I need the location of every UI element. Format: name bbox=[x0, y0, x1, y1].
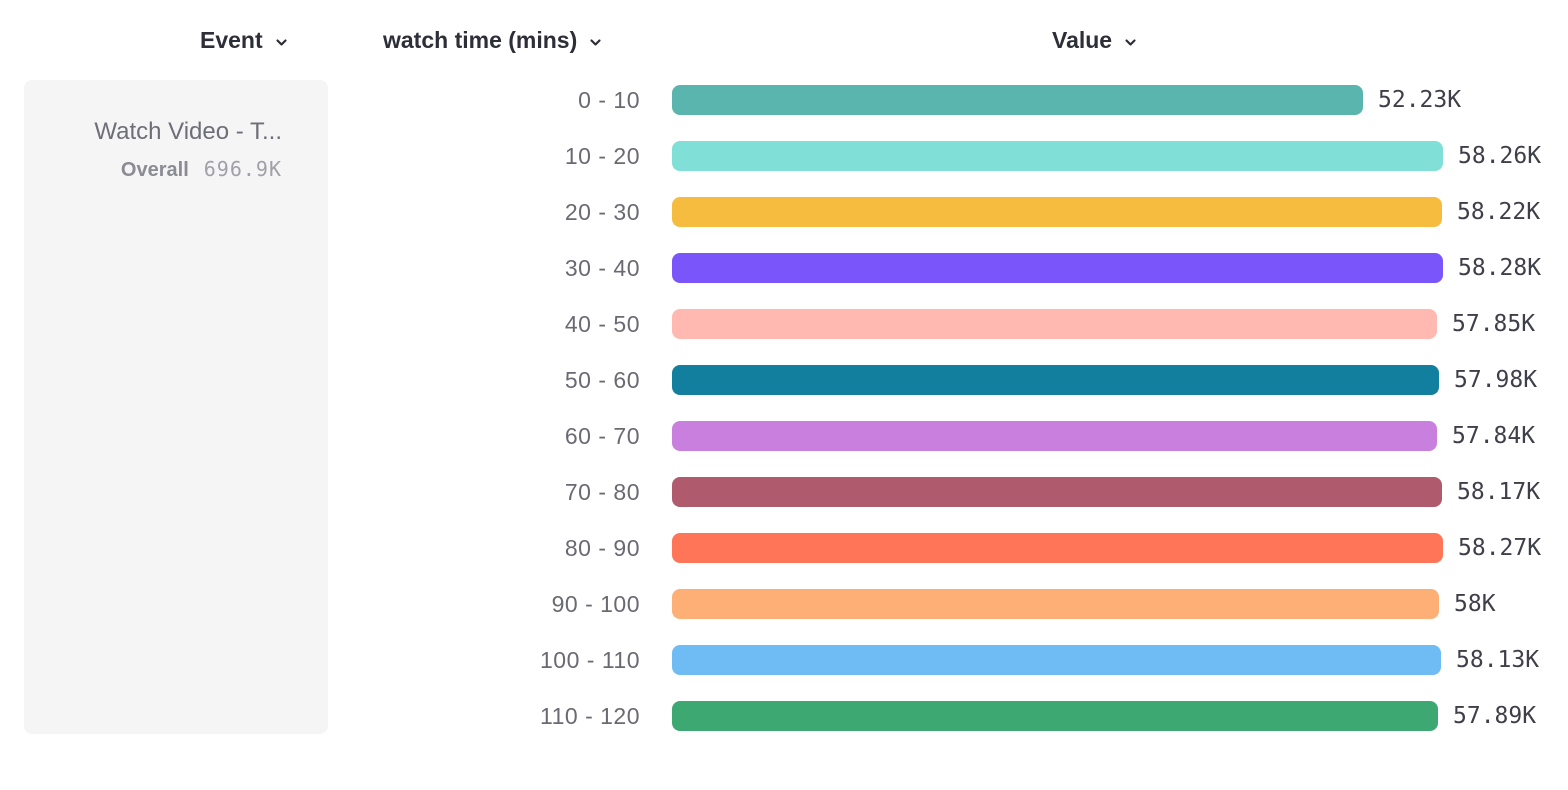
bucket-label: 20 - 30 bbox=[564, 198, 640, 225]
bar-value-label: 57.89K bbox=[1453, 703, 1537, 729]
value-column-label: Value bbox=[1052, 27, 1113, 53]
bar-value-label: 58.13K bbox=[1456, 647, 1540, 673]
chart-row: 40 - 50 57.85K bbox=[0, 296, 1541, 352]
bucket-label: 60 - 70 bbox=[564, 422, 640, 449]
breakdown-column-dropdown[interactable]: watch time (mins) bbox=[383, 27, 603, 54]
bar-segment[interactable] bbox=[672, 85, 1363, 115]
chevron-down-icon bbox=[588, 32, 603, 50]
bar-segment[interactable] bbox=[672, 701, 1438, 731]
bar-value-label: 57.85K bbox=[1452, 311, 1536, 337]
event-panel[interactable]: Watch Video - T... Overall 696.9K bbox=[24, 80, 328, 734]
bucket-label: 100 - 110 bbox=[540, 646, 640, 673]
bucket-label: 110 - 120 bbox=[540, 702, 640, 729]
bar-value-label: 58K bbox=[1454, 591, 1496, 617]
bar-segment[interactable] bbox=[672, 309, 1437, 339]
event-column-dropdown[interactable]: Event bbox=[200, 27, 289, 54]
bar-segment[interactable] bbox=[672, 365, 1439, 395]
bar-value-label: 58.17K bbox=[1457, 479, 1541, 505]
chart-row: 80 - 90 58.27K bbox=[0, 520, 1541, 576]
bar-segment[interactable] bbox=[672, 645, 1441, 675]
overall-label: Overall bbox=[120, 159, 189, 181]
bar-value-label: 58.28K bbox=[1458, 255, 1542, 281]
bar-segment[interactable] bbox=[672, 477, 1442, 507]
event-column-label: Event bbox=[200, 27, 263, 53]
bar-segment[interactable] bbox=[672, 197, 1442, 227]
chevron-down-icon bbox=[1123, 32, 1138, 50]
chart-row: 50 - 60 57.98K bbox=[0, 352, 1541, 408]
bar-segment[interactable] bbox=[672, 589, 1439, 619]
bucket-label: 30 - 40 bbox=[564, 254, 640, 281]
bar-segment[interactable] bbox=[672, 253, 1443, 283]
chart-row: 0 - 10 52.23K bbox=[0, 72, 1541, 128]
bucket-label: 70 - 80 bbox=[564, 478, 640, 505]
bar-value-label: 52.23K bbox=[1378, 87, 1462, 113]
bar-segment[interactable] bbox=[672, 533, 1443, 563]
bar-chart: 0 - 10 52.23K 10 - 20 58.26K 20 - 30 58.22K 30… bbox=[0, 72, 1541, 744]
bucket-label: 40 - 50 bbox=[564, 310, 640, 337]
bucket-label: 80 - 90 bbox=[564, 534, 640, 561]
bucket-label: 90 - 100 bbox=[551, 590, 640, 617]
bar-value-label: 58.22K bbox=[1457, 199, 1541, 225]
chart-row: 20 - 30 58.22K bbox=[0, 184, 1541, 240]
bucket-label: 0 - 10 bbox=[578, 86, 640, 113]
chart-row: 90 - 100 58K bbox=[0, 576, 1541, 632]
bar-segment[interactable] bbox=[672, 421, 1437, 451]
chart-row: 70 - 80 58.17K bbox=[0, 464, 1541, 520]
chart-row: 110 - 120 57.89K bbox=[0, 688, 1541, 744]
event-name: Watch Video - T... bbox=[94, 118, 282, 145]
bar-value-label: 58.27K bbox=[1458, 535, 1542, 561]
bucket-label: 10 - 20 bbox=[564, 142, 640, 169]
chart-row: 60 - 70 57.84K bbox=[0, 408, 1541, 464]
bar-value-label: 57.84K bbox=[1452, 423, 1536, 449]
chart-row: 10 - 20 58.26K bbox=[0, 128, 1541, 184]
bucket-label: 50 - 60 bbox=[564, 366, 640, 393]
bar-value-label: 57.98K bbox=[1454, 367, 1538, 393]
bar-segment[interactable] bbox=[672, 141, 1443, 171]
overall-value: 696.9K bbox=[203, 157, 282, 181]
event-overall-row: Overall 696.9K bbox=[121, 157, 282, 182]
bar-value-label: 58.26K bbox=[1458, 143, 1542, 169]
value-column-dropdown[interactable]: Value bbox=[1052, 27, 1138, 54]
breakdown-column-label: watch time (mins) bbox=[383, 27, 578, 53]
chart-row: 100 - 110 58.13K bbox=[0, 632, 1541, 688]
chevron-down-icon bbox=[274, 32, 289, 50]
chart-row: 30 - 40 58.28K bbox=[0, 240, 1541, 296]
